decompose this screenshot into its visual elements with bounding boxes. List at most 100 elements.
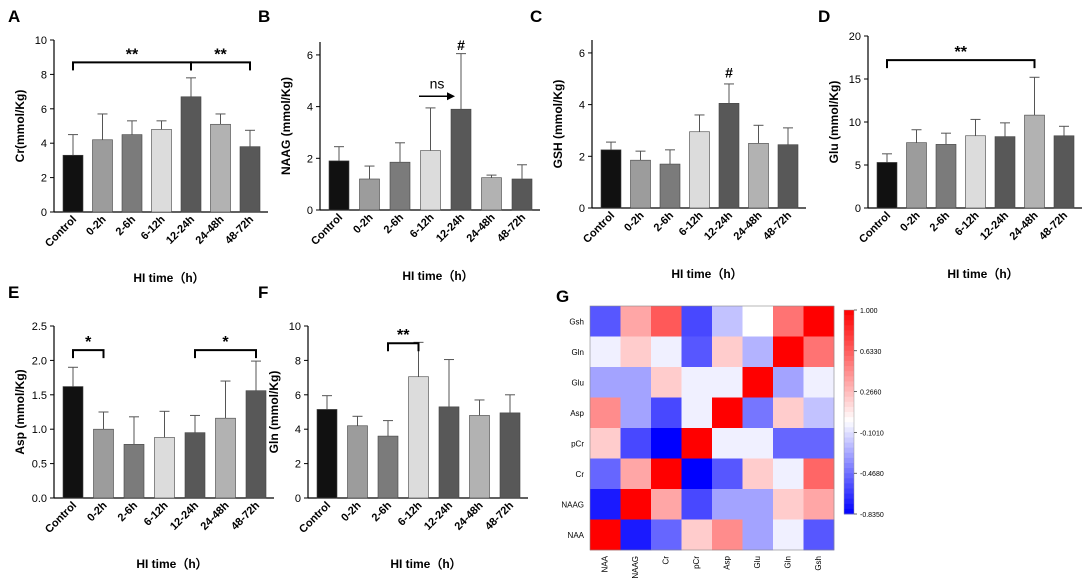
x-tick-label: 48-72h	[1037, 209, 1070, 242]
x-tick-label: 48-72h	[483, 499, 516, 532]
bar	[359, 178, 380, 211]
colorbar-segment	[844, 478, 854, 484]
colorbar-tick-label: 0.6330	[860, 349, 882, 356]
colorbar-segment	[844, 432, 854, 438]
bar	[994, 136, 1016, 209]
heatmap-cell	[742, 519, 774, 551]
panel-label: A	[8, 7, 20, 26]
significance-mark: #	[457, 37, 465, 53]
heatmap-cell	[742, 458, 774, 490]
x-axis-label: HI time（h）	[133, 270, 204, 285]
heatmap-cell	[681, 489, 713, 520]
colorbar-segment	[844, 493, 854, 500]
x-axis-label: HI time（h）	[402, 268, 473, 283]
heatmap-col-label: Gln	[783, 556, 792, 568]
bar	[245, 390, 267, 499]
x-tick-label: Control	[309, 212, 345, 248]
significance-bracket	[387, 342, 420, 352]
y-axis-label: Asp (mmol/Kg)	[13, 369, 27, 454]
heatmap-cell	[803, 336, 835, 368]
x-tick-label: 12-24h	[434, 211, 467, 244]
y-tick-label: 4	[41, 138, 47, 150]
y-tick-label: 6	[41, 104, 47, 116]
significance-bracket	[72, 349, 105, 359]
heatmap-cell	[712, 367, 743, 398]
x-tick-label: 12-24h	[164, 213, 197, 246]
colorbar-tick-label: -0.1010	[860, 430, 884, 437]
heatmap-cell	[651, 306, 682, 337]
colorbar-segment	[844, 488, 854, 494]
bar	[210, 123, 231, 213]
heatmap-cell	[681, 306, 713, 337]
x-tick-label: 6-12h	[142, 499, 171, 528]
heatmap-cell	[773, 306, 804, 337]
colorbar-tick-label: -0.8350	[860, 512, 884, 519]
bar	[420, 150, 441, 211]
heatmap-cell	[620, 367, 652, 398]
y-tick-label: 0	[579, 203, 585, 215]
colorbar-segment	[844, 335, 854, 341]
significance-bracket	[886, 59, 1036, 69]
x-tick-label: 48-72h	[495, 211, 528, 244]
colorbar-segment	[844, 473, 854, 479]
x-tick-label: 12-24h	[702, 209, 735, 242]
significance-mark: **	[397, 327, 410, 344]
colorbar-segment	[844, 340, 854, 347]
y-tick-label: 4	[307, 102, 313, 114]
heatmap-col-label: NAA	[600, 555, 609, 572]
panel-label: B	[258, 7, 270, 26]
bar	[600, 149, 622, 209]
x-tick-label: 6-12h	[408, 211, 437, 240]
heatmap-cell	[773, 458, 804, 490]
heatmap-col-label: Gsh	[814, 556, 823, 571]
bar	[481, 177, 502, 211]
heatmap-cell	[651, 458, 682, 490]
y-tick-label: 2	[295, 459, 301, 471]
heatmap-cell	[742, 306, 774, 337]
heatmap-cell	[712, 336, 743, 368]
y-tick-label: 15	[849, 74, 861, 86]
heatmap-cell	[651, 397, 682, 429]
heatmap-cell	[651, 367, 682, 398]
colorbar-segment	[844, 396, 854, 403]
x-tick-label: 2-6h	[114, 213, 139, 238]
y-axis-label: Glu (mmol/Kg)	[827, 81, 841, 164]
heatmap-cell	[590, 397, 621, 429]
colorbar-tick-label: 0.2660	[860, 390, 882, 397]
x-tick-label: 2-6h	[652, 209, 677, 234]
bar	[377, 435, 399, 499]
heatmap-cell	[590, 519, 621, 551]
heatmap-frame	[589, 305, 835, 551]
significance-mark: *	[85, 334, 92, 351]
x-axis-label: HI time（h）	[671, 266, 742, 281]
heatmap-cell	[712, 306, 743, 337]
bar	[748, 143, 769, 209]
x-tick-label: 2-6h	[928, 209, 953, 234]
bar	[659, 163, 681, 209]
bar	[906, 142, 927, 209]
x-tick-label: 0-2h	[339, 499, 364, 524]
x-tick-label: 6-12h	[396, 499, 425, 528]
significance-mark: *	[222, 334, 229, 351]
significance-bracket	[194, 349, 257, 359]
y-tick-label: 0	[855, 203, 861, 215]
heatmap-cell	[590, 458, 621, 490]
heatmap-cell	[620, 428, 652, 459]
heatmap-cell	[620, 489, 652, 520]
colorbar-segment	[844, 498, 854, 505]
colorbar-segment	[844, 442, 854, 449]
colorbar-frame	[843, 309, 855, 515]
bar	[630, 159, 651, 209]
y-tick-label: 2.0	[32, 355, 47, 367]
heatmap-cell	[681, 336, 713, 368]
panel-label: F	[258, 283, 268, 302]
heatmap-cell	[742, 397, 774, 429]
colorbar-segment	[844, 503, 854, 510]
bar	[328, 160, 350, 211]
colorbar-segment	[844, 355, 854, 362]
x-tick-label: 0-2h	[351, 211, 376, 236]
bar	[777, 144, 799, 209]
heatmap-col-label: pCr	[692, 556, 701, 569]
heatmap-cell	[681, 428, 713, 459]
